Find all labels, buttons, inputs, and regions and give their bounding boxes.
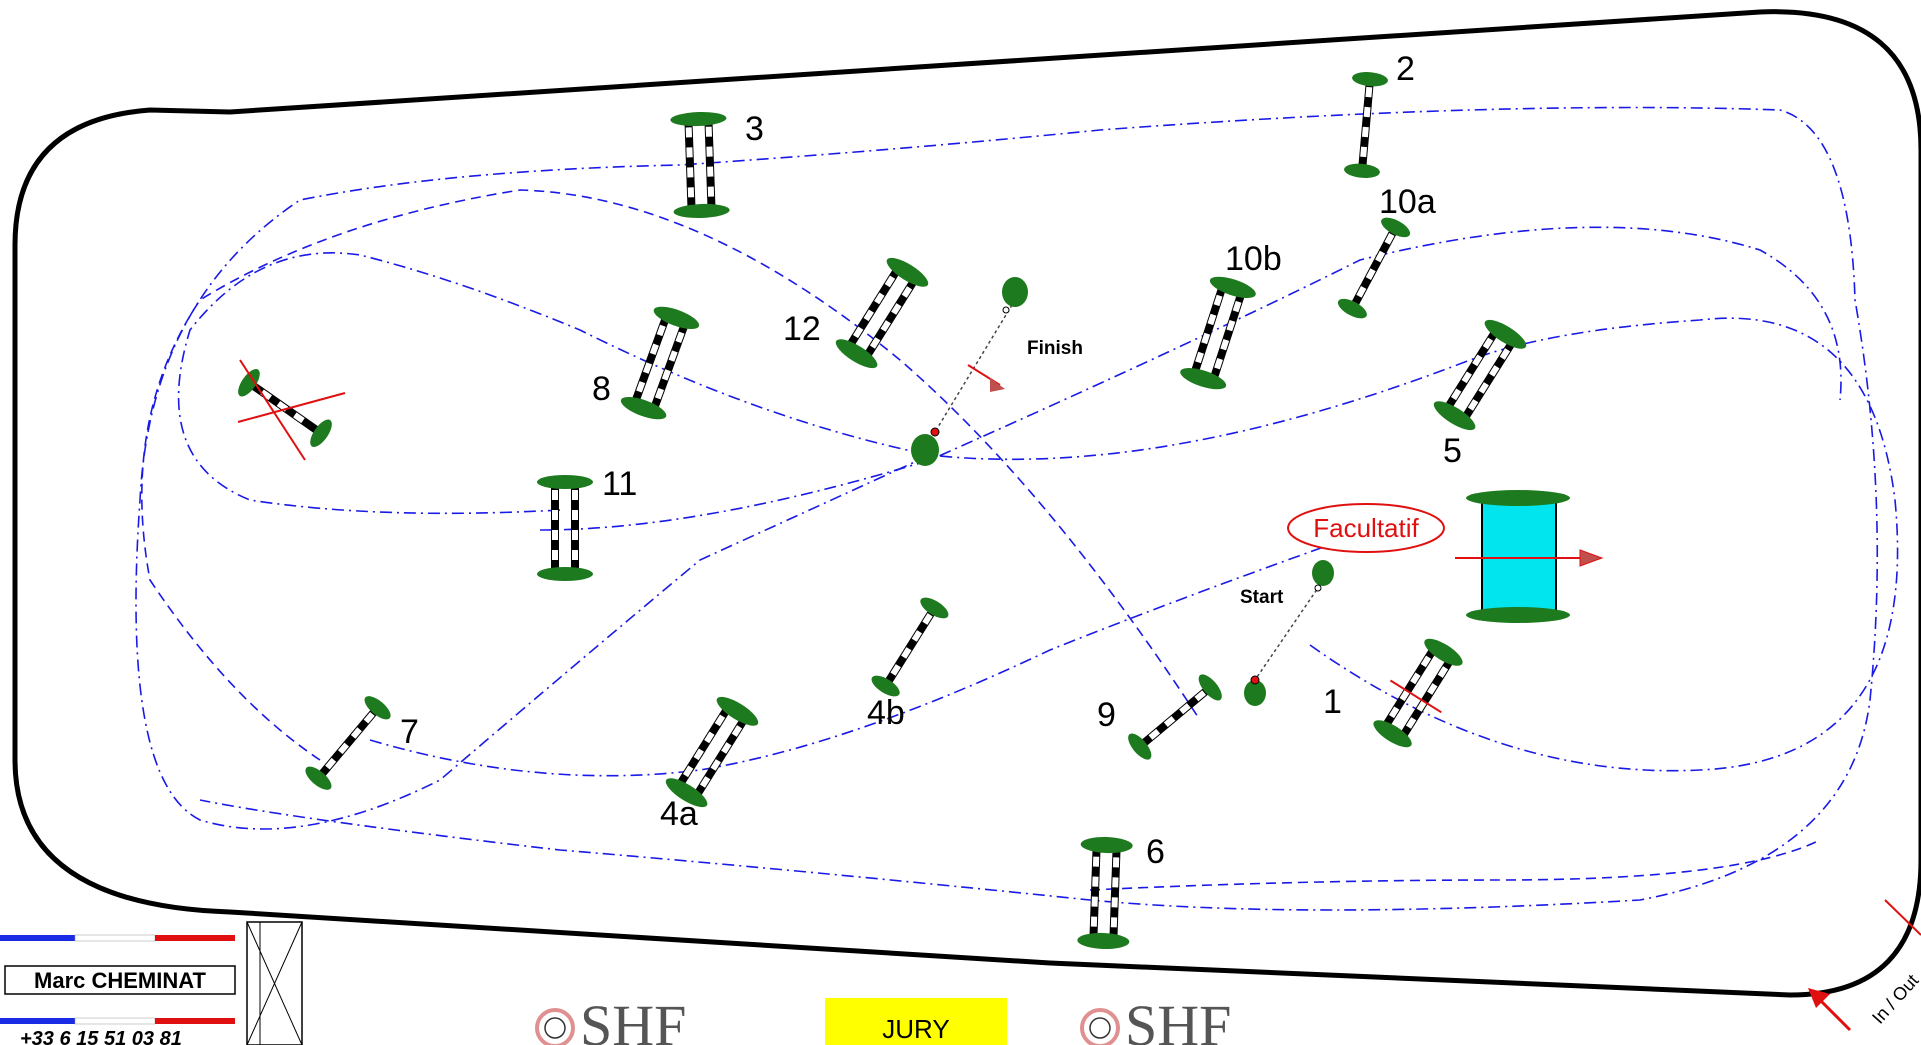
fence-number-12: 12: [783, 310, 821, 348]
fence-number-10a: 10a: [1379, 183, 1436, 221]
facultatif-oval: [1287, 503, 1445, 553]
fence-number-6: 6: [1146, 833, 1165, 871]
fence-12: [835, 257, 929, 369]
fence-2: [1344, 72, 1388, 178]
designer-name: Marc CHEMINAT: [34, 968, 207, 993]
fence-number-4a: 4a: [660, 795, 698, 833]
fence-number-5: 5: [1443, 432, 1462, 470]
designer-box: Marc CHEMINAT +33 6 15 51 03 81: [0, 921, 303, 1045]
fence-9: [1128, 674, 1222, 760]
fence-number-1: 1: [1323, 683, 1342, 721]
finish-markers: [911, 277, 1028, 466]
fence-number-4b: 4b: [867, 694, 905, 732]
fence-number-11: 11: [602, 465, 637, 503]
fence-1: [1373, 638, 1463, 748]
shf-logo-right-text: SHF: [1125, 993, 1231, 1045]
fence-10b: [1180, 276, 1256, 390]
finish-label: Finish: [1027, 338, 1083, 359]
fence-10a: [1337, 217, 1411, 319]
fence-number-10b: 10b: [1225, 240, 1282, 278]
shf-logo-right: SHF: [1080, 993, 1231, 1045]
fence-4a: [665, 696, 759, 808]
fence-5: [1433, 319, 1527, 431]
fence-4b: [871, 597, 949, 697]
jury-label: JURY: [882, 1014, 949, 1044]
fence-11: [537, 475, 593, 581]
in-out-label: In / Out: [1868, 970, 1921, 1027]
fence-7: [305, 696, 391, 790]
start-label: Start: [1240, 587, 1284, 608]
facultatif-label: Facultatif: [1313, 513, 1419, 543]
track-lines: [135, 106, 1899, 911]
arena-outline: [12, 9, 1921, 998]
fence-number-9: 9: [1097, 696, 1116, 734]
fence-number-3: 3: [745, 110, 764, 148]
water-jump: [1455, 490, 1604, 623]
designer-phone: +33 6 15 51 03 81: [20, 1028, 182, 1045]
shf-logo-left-text: SHF: [580, 993, 686, 1045]
crossed-fence: [238, 369, 332, 447]
fence-number-2: 2: [1396, 50, 1415, 88]
fence-3: [670, 111, 730, 219]
fence-number-8: 8: [592, 370, 611, 408]
in-out-gate: In / Out: [1808, 899, 1921, 1032]
start-markers: [1244, 560, 1334, 706]
fence-number-7: 7: [400, 713, 419, 751]
fence-8: [620, 306, 700, 420]
fence-6: [1077, 836, 1133, 950]
jury-box: [825, 998, 1007, 1045]
shf-logo-left: SHF: [535, 993, 686, 1045]
